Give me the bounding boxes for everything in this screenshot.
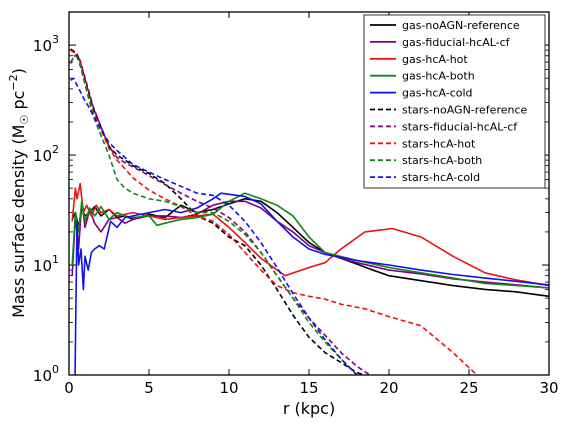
series-lines — [69, 48, 549, 375]
x-tick-label-1: 5 — [144, 379, 154, 397]
y-tick-label-base-3: 10 — [33, 37, 52, 55]
legend-label-gas-hcA-hot: gas-hcA-hot — [402, 53, 468, 66]
legend-label-stars-hcA-both: stars-hcA-both — [402, 154, 482, 167]
y-tick-label-base-2: 10 — [33, 147, 52, 165]
x-tick-label-6: 30 — [539, 379, 558, 397]
x-axis-label: r (kpc) — [283, 399, 335, 418]
series-line-gas-hcA-hot — [71, 182, 549, 287]
y-tick-label-base-1: 10 — [33, 257, 52, 275]
legend-label-gas-hcA-both: gas-hcA-both — [402, 70, 475, 83]
x-tick-labels: 0 5 10 15 20 25 30 — [64, 379, 558, 397]
legend-label-stars-hcA-hot: stars-hcA-hot — [402, 137, 476, 150]
legend-label-stars-hcA-cold: stars-hcA-cold — [402, 171, 480, 184]
legend-label-gas-noAGN-reference: gas-noAGN-reference — [402, 19, 520, 32]
y-axis-label-unit: pc — [9, 91, 28, 115]
legend-label-stars-fiducial-hcAL-cf: stars-fiducial-hcAL-cf — [402, 120, 518, 133]
legend-label-gas-fiducial-hcAL-cf: gas-fiducial-hcAL-cf — [402, 36, 511, 49]
series-line-gas-hcA-both — [71, 192, 549, 289]
y-tick-label-exp-1: 1 — [52, 253, 59, 266]
series-line-stars-fiducial-hcAL-cf — [69, 53, 371, 375]
y-tick-label-base-0: 10 — [33, 367, 52, 385]
y-tick-label-exp-3: 3 — [52, 33, 59, 46]
y-axis-label: Mass surface density (M☉ pc−2) — [7, 68, 31, 318]
x-tick-label-0: 0 — [64, 379, 74, 397]
series-line-stars-noAGN-reference — [70, 48, 366, 375]
y-tick-label-0: 100 — [33, 363, 59, 385]
y-tick-label-exp-2: 2 — [52, 143, 59, 156]
legend-label-gas-hcA-cold: gas-hcA-cold — [402, 87, 473, 100]
legend: gas-noAGN-reference gas-fiducial-hcAL-cf g… — [363, 14, 546, 189]
plot-frame — [68, 11, 550, 376]
x-tick-label-4: 20 — [379, 379, 398, 397]
y-axis-label-sun-symbol: ☉ — [18, 115, 31, 125]
y-tick-label-2: 102 — [33, 143, 59, 165]
y-axis-label-main: Mass surface density (M — [9, 125, 28, 318]
x-tick-label-3: 15 — [299, 379, 318, 397]
y-tick-label-3: 103 — [33, 33, 59, 55]
series-line-stars-hcA-hot — [70, 49, 478, 375]
series-line-stars-hcA-both — [69, 56, 358, 375]
y-axis-label-exponent: −2 — [7, 74, 20, 90]
series-line-gas-hcA-cold — [74, 192, 549, 375]
y-axis-label-close: ) — [9, 68, 28, 74]
y-tick-label-exp-0: 0 — [52, 363, 59, 376]
x-tick-label-5: 25 — [459, 379, 478, 397]
series-line-gas-fiducial-hcAL-cf — [71, 200, 549, 289]
legend-label-stars-noAGN-reference: stars-noAGN-reference — [402, 104, 528, 117]
legend-box — [363, 14, 546, 189]
series-line-stars-hcA-cold — [70, 77, 358, 375]
y-tick-label-1: 101 — [33, 253, 59, 275]
x-tick-label-2: 10 — [219, 379, 238, 397]
